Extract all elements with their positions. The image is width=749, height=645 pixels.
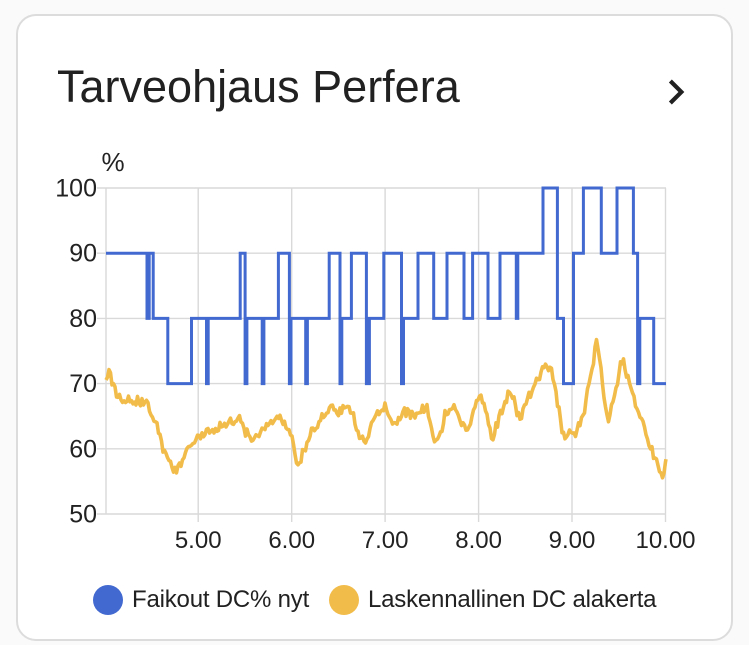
svg-text:6.00: 6.00 xyxy=(268,527,315,554)
svg-text:50: 50 xyxy=(69,501,97,529)
svg-text:9.00: 9.00 xyxy=(549,527,596,554)
svg-text:80: 80 xyxy=(69,305,97,333)
svg-text:%: % xyxy=(101,147,124,177)
svg-text:5.00: 5.00 xyxy=(175,527,222,554)
svg-text:10.00: 10.00 xyxy=(635,527,695,554)
svg-text:60: 60 xyxy=(69,435,97,463)
svg-text:7.00: 7.00 xyxy=(362,527,409,554)
svg-text:100: 100 xyxy=(55,175,97,203)
svg-text:70: 70 xyxy=(69,370,97,398)
svg-text:90: 90 xyxy=(69,240,97,268)
svg-text:8.00: 8.00 xyxy=(455,527,502,554)
